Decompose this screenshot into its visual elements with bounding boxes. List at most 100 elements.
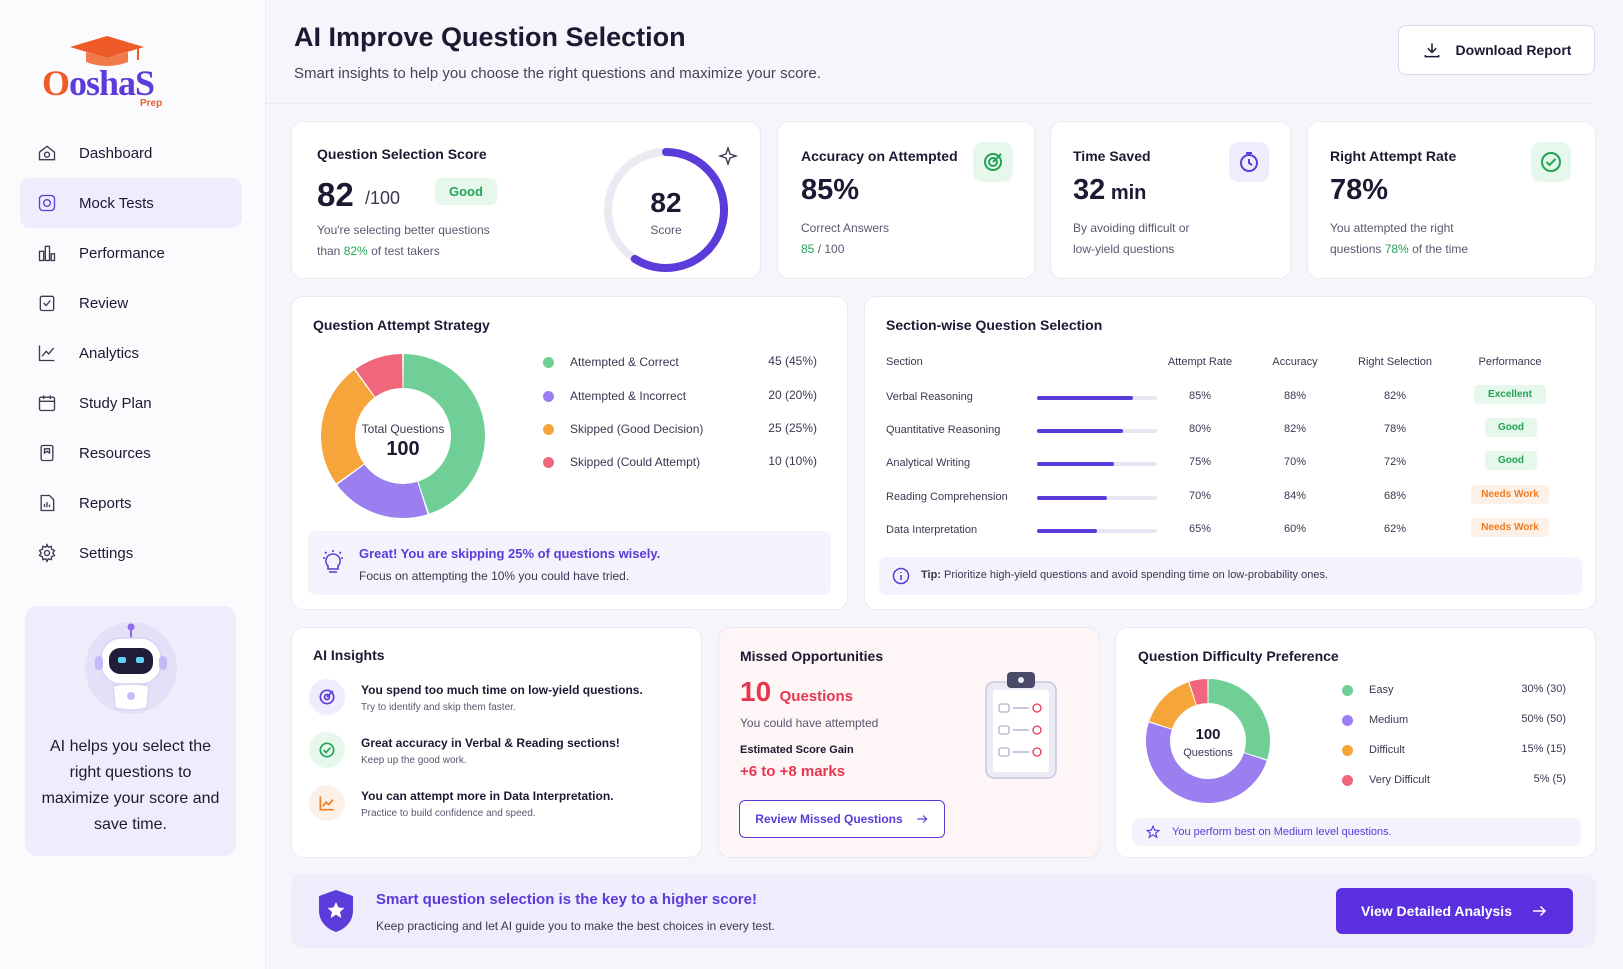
accuracy-detail: Correct Answers 85 / 100 bbox=[801, 221, 890, 256]
lightbulb-icon bbox=[323, 550, 343, 573]
legend-value: 25 (25%) bbox=[768, 421, 817, 435]
difficulty-preference-card: Question Difficulty Preference 100 Quest… bbox=[1115, 627, 1596, 858]
section-name: Reading Comprehension bbox=[886, 491, 1008, 503]
target-icon bbox=[973, 142, 1013, 182]
strategy-donut-chart: Total Questions 100 bbox=[321, 354, 485, 518]
trend-up-icon bbox=[309, 785, 345, 821]
attempt-rate-bar bbox=[1037, 429, 1157, 433]
performance-badge: Excellent bbox=[1474, 385, 1546, 404]
card-title: Question Difficulty Preference bbox=[1138, 648, 1339, 664]
sidebar-item-reports[interactable]: Reports bbox=[20, 478, 242, 528]
legend-item: Medium bbox=[1342, 710, 1408, 730]
insight-title: You spend too much time on low-yield que… bbox=[361, 683, 643, 697]
section-name: Quantitative Reasoning bbox=[886, 424, 1001, 436]
legend-value: 5% (5) bbox=[1533, 773, 1566, 785]
performance-badge: Needs Work bbox=[1471, 518, 1549, 537]
right-selection: 62% bbox=[1383, 523, 1407, 535]
sidebar-item-performance[interactable]: Performance bbox=[20, 228, 242, 278]
robot-icon bbox=[85, 622, 177, 714]
right-selection: 78% bbox=[1383, 423, 1407, 435]
shield-star-icon bbox=[319, 890, 353, 932]
legend-value: 10 (10%) bbox=[768, 454, 817, 468]
donut-slice bbox=[321, 370, 375, 484]
legend-dot bbox=[543, 356, 554, 368]
sidebar-nav: Dashboard Mock Tests Performance Review … bbox=[20, 128, 242, 578]
sidebar-item-label: Analytics bbox=[79, 344, 140, 362]
legend-dot bbox=[543, 390, 554, 402]
legend-item: Skipped (Good Decision) bbox=[543, 419, 703, 439]
donut-slice bbox=[1189, 679, 1208, 705]
legend-dot bbox=[1342, 684, 1353, 696]
section-tip: Tip: Prioritize high-yield questions and… bbox=[879, 557, 1582, 595]
donut-slice bbox=[403, 354, 485, 514]
clipboard-icon bbox=[985, 672, 1057, 779]
sidebar-item-study-plan[interactable]: Study Plan bbox=[20, 378, 242, 428]
sidebar-item-label: Performance bbox=[79, 244, 165, 262]
sidebar-item-mock-tests[interactable]: Mock Tests bbox=[20, 178, 242, 228]
sidebar-item-settings[interactable]: Settings bbox=[20, 528, 242, 578]
card-title: AI Insights bbox=[313, 647, 385, 663]
section-selection-card: Section-wise Question Selection Section … bbox=[864, 296, 1596, 610]
section-name: Analytical Writing bbox=[886, 457, 971, 469]
sidebar-item-dashboard[interactable]: Dashboard bbox=[20, 128, 242, 178]
legend-item: Very Difficult bbox=[1342, 770, 1430, 790]
gauge-value: 82 bbox=[650, 187, 681, 218]
attempt-rate-fill bbox=[1037, 529, 1097, 533]
score-gauge: 82 Score bbox=[604, 145, 739, 272]
legend-item: Attempted & Correct bbox=[543, 352, 679, 372]
header-divider bbox=[266, 103, 1596, 104]
card-title: Question Selection Score bbox=[317, 146, 487, 162]
insight-title: Great accuracy in Verbal & Reading secti… bbox=[361, 736, 620, 750]
accuracy-card: Accuracy on Attempted 85% Correct Answer… bbox=[777, 121, 1035, 279]
insight-subtitle: Keep up the good work. bbox=[361, 755, 467, 766]
difficulty-donut-chart: 100 Questions bbox=[1146, 679, 1270, 803]
card-title: Accuracy on Attempted bbox=[801, 148, 958, 164]
legend-value: 50% (50) bbox=[1521, 713, 1566, 725]
donut-center-value: 100 bbox=[386, 438, 419, 460]
tip-title: Great! You are skipping 25% of questions… bbox=[359, 546, 661, 561]
sidebar-item-analytics[interactable]: Analytics bbox=[20, 328, 242, 378]
section-name: Verbal Reasoning bbox=[886, 391, 973, 403]
donut-center-label: Total Questions bbox=[362, 422, 445, 436]
donut-center-label: Questions bbox=[1183, 747, 1233, 759]
status-badge: Good bbox=[435, 178, 497, 205]
missed-description: You could have attempted bbox=[740, 716, 879, 730]
performance-badge: Good bbox=[1485, 418, 1537, 437]
attempt-rate-bar bbox=[1037, 396, 1157, 400]
home-icon bbox=[36, 142, 58, 164]
missed-count: 10 Questions bbox=[740, 676, 853, 707]
column-header: Attempt Rate bbox=[1167, 356, 1233, 368]
sidebar-item-review[interactable]: Review bbox=[20, 278, 242, 328]
column-header: Accuracy bbox=[1272, 356, 1318, 368]
logo[interactable]: OoshaS Prep bbox=[40, 34, 180, 114]
sidebar-item-label: Mock Tests bbox=[79, 194, 154, 212]
review-missed-button[interactable]: Review Missed Questions bbox=[739, 800, 945, 838]
sidebar-item-label: Reports bbox=[79, 494, 132, 512]
legend-value: 45 (45%) bbox=[768, 354, 817, 368]
legend-value: 15% (15) bbox=[1521, 743, 1566, 755]
donut-slice bbox=[1149, 682, 1196, 729]
score-description: You're selecting better questions than 8… bbox=[317, 223, 490, 258]
legend-item: Difficult bbox=[1342, 740, 1405, 760]
download-report-button[interactable]: Download Report bbox=[1398, 25, 1595, 75]
banner-title: Smart question selection is the key to a… bbox=[376, 891, 757, 908]
sidebar-item-resources[interactable]: Resources bbox=[20, 428, 242, 478]
page-title: AI Improve Question Selection bbox=[294, 22, 686, 52]
attempt-rate-fill bbox=[1037, 396, 1133, 400]
time-saved-value: 32 min bbox=[1073, 174, 1147, 206]
attempt-rate-bar bbox=[1037, 496, 1157, 500]
card-title: Missed Opportunities bbox=[740, 648, 884, 664]
target-icon bbox=[309, 679, 345, 715]
selection-score-card: Question Selection Score 82 /100 Good Yo… bbox=[291, 121, 761, 279]
donut-slice bbox=[337, 464, 428, 518]
ai-helper-card: AI helps you select the right questions … bbox=[25, 606, 236, 856]
banner-subtitle: Keep practicing and let AI guide you to … bbox=[376, 919, 775, 933]
view-detailed-analysis-button[interactable]: View Detailed Analysis bbox=[1336, 888, 1573, 934]
accuracy: 88% bbox=[1283, 390, 1307, 402]
sidebar-item-label: Resources bbox=[79, 444, 151, 462]
bottom-banner: Smart question selection is the key to a… bbox=[291, 874, 1596, 948]
score-gauge-arc bbox=[630, 148, 728, 272]
attempt-rate: 65% bbox=[1188, 523, 1212, 535]
score-out-of: /100 bbox=[365, 188, 401, 208]
arrow-right-icon bbox=[917, 815, 928, 823]
